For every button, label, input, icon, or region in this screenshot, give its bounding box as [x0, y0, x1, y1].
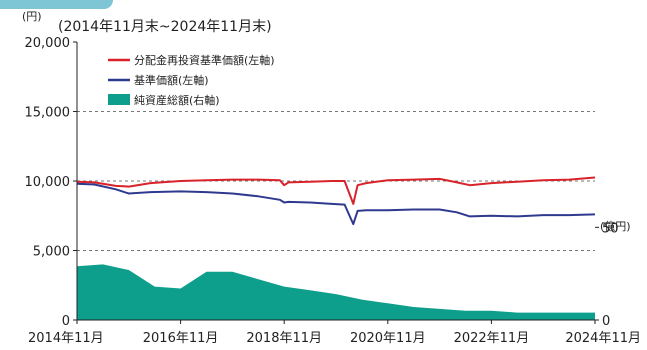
legend: 分配金再投資基準価額(左軸) 基準価額(左軸) 純資産総額(右軸) [108, 53, 275, 107]
x-tick-label: 2014年11月 [28, 331, 104, 346]
y-left-ticks: 0 5,000 10,000 15,000 20,000 [25, 36, 77, 329]
legend-swatch-assets [108, 94, 130, 105]
y-right-tick-label: 0 [602, 314, 610, 329]
x-ticks: 2014年11月 2016年11月 2018年11月 2020年11月 2022年11月… [28, 320, 641, 346]
y-left-tick-label: 5,000 [33, 245, 70, 260]
series-line-nav [76, 182, 596, 226]
x-tick-label: 2024年11月 [565, 331, 641, 346]
y-right-ticks: 0 50 [595, 221, 619, 329]
y-left-tick-label: 20,000 [25, 36, 71, 51]
legend-label-reinvested: 分配金再投資基準価額(左軸) [134, 53, 275, 67]
x-tick-label: 2020年11月 [350, 331, 426, 346]
y-left-unit-label: (円) [22, 10, 42, 23]
area-layer [77, 264, 595, 320]
line-layer [76, 176, 596, 226]
x-tick-label: 2022年11月 [454, 331, 530, 346]
x-tick-label: 2018年11月 [246, 331, 322, 346]
y-right-tick-label: 50 [602, 221, 619, 236]
y-left-tick-label: 0 [62, 314, 70, 329]
legend-label-nav: 基準価額(左軸) [134, 73, 209, 87]
y-right-unit-label: (億円) [600, 220, 631, 233]
y-left-tick-label: 10,000 [25, 175, 71, 190]
series-area-net-assets [77, 264, 595, 320]
y-left-tick-label: 15,000 [25, 106, 71, 121]
x-tick-label: 2016年11月 [143, 331, 219, 346]
series-line-reinvested [76, 176, 596, 205]
legend-label-assets: 純資産総額(右軸) [134, 93, 220, 107]
chart-period-label: (2014年11月末~2024年11月末) [58, 19, 272, 35]
corner-tab [0, 0, 113, 9]
